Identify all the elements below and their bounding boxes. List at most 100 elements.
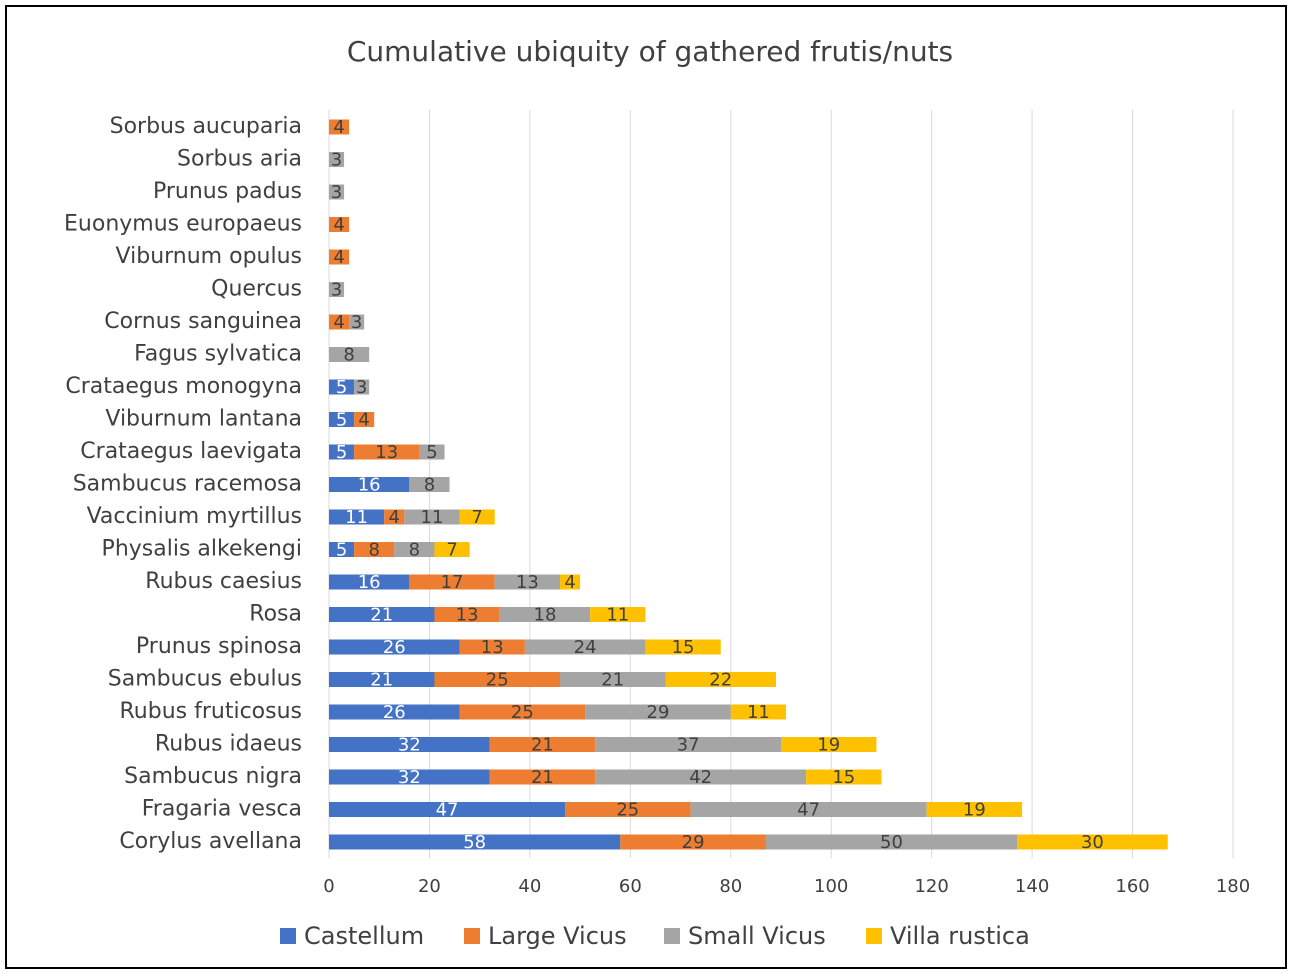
bar-segment: [560, 574, 581, 590]
data-label: 13: [516, 572, 539, 593]
bar-segment: [595, 737, 781, 752]
bar-segment: [620, 834, 766, 850]
x-tick-label: 60: [619, 876, 642, 897]
x-tick-label: 20: [418, 876, 441, 897]
bar-segment: [565, 802, 691, 817]
data-label: 13: [456, 605, 479, 626]
bar-segment: [926, 802, 1023, 817]
data-label: 3: [351, 312, 362, 333]
y-tick-label: Sorbus aucuparia: [110, 114, 302, 139]
bar-segment: [329, 704, 460, 720]
y-tick-label: Sorbus aria: [177, 147, 302, 172]
bar-segment: [595, 769, 807, 785]
bar-segment: [459, 639, 525, 655]
data-label: 3: [331, 280, 342, 301]
data-label: 24: [574, 637, 597, 658]
bar-segment: [384, 509, 405, 525]
bar-segment: [524, 639, 646, 655]
bar-segment: [781, 737, 877, 752]
data-label: 5: [336, 377, 347, 398]
data-label: 50: [880, 832, 903, 853]
bar-segment: [394, 542, 435, 557]
data-label: 37: [677, 735, 700, 756]
data-label: 21: [370, 605, 393, 626]
bar-segment: [354, 379, 370, 395]
data-label: 5: [336, 442, 347, 463]
y-tick-label: Rosa: [249, 602, 302, 627]
data-label: 8: [424, 475, 435, 496]
bar-segment: [329, 834, 621, 850]
bar-segment: [329, 802, 566, 817]
bar-segment: [1017, 834, 1168, 850]
y-tick-label: Crataegus laevigata: [80, 439, 302, 464]
data-label: 21: [531, 735, 554, 756]
bar-segment: [329, 249, 350, 265]
bar-segment: [329, 282, 345, 297]
bar-segment: [765, 834, 1018, 850]
data-label: 21: [601, 670, 624, 691]
data-label: 13: [481, 637, 504, 658]
bar-segment: [329, 379, 355, 395]
legend-label: Large Vicus: [488, 922, 627, 950]
data-label: 25: [511, 702, 534, 723]
data-label: 15: [672, 637, 695, 658]
bar-segment: [329, 509, 385, 525]
y-tick-label: Rubus fruticosus: [120, 699, 303, 724]
data-label: 47: [797, 800, 820, 821]
data-label: 11: [606, 605, 629, 626]
x-tick-label: 100: [814, 876, 848, 897]
bar-segment: [489, 737, 596, 752]
data-label: 22: [709, 670, 732, 691]
data-label: 3: [331, 182, 342, 203]
bar-segment: [434, 542, 470, 557]
data-label: 25: [486, 670, 509, 691]
data-label: 5: [336, 540, 347, 561]
x-tick-label: 0: [323, 876, 334, 897]
legend-swatch: [464, 928, 480, 944]
x-tick-label: 80: [719, 876, 742, 897]
y-tick-label: Viburnum lantana: [105, 407, 302, 432]
bar-segment: [560, 672, 666, 687]
y-tick-label: Viburnum opulus: [116, 244, 302, 269]
data-label: 18: [534, 605, 557, 626]
chart-title: Cumulative ubiquity of gathered frutis/n…: [347, 35, 953, 68]
data-label: 16: [358, 572, 381, 593]
bar-segment: [730, 704, 787, 720]
data-label: 4: [333, 117, 344, 138]
data-label: 4: [333, 247, 344, 268]
bar-segment: [354, 542, 395, 557]
bar-segment: [404, 509, 460, 525]
data-label: 25: [616, 800, 639, 821]
data-label: 58: [463, 832, 486, 853]
bar-segment: [329, 217, 350, 232]
data-label: 21: [370, 670, 393, 691]
data-label: 7: [446, 540, 457, 561]
legend-label: Small Vicus: [688, 922, 826, 950]
data-label: 30: [1081, 832, 1104, 853]
y-tick-label: Cornus sanguinea: [104, 309, 302, 334]
bar-segment: [459, 704, 586, 720]
x-tick-label: 180: [1216, 876, 1250, 897]
bar-segment: [665, 672, 776, 687]
data-label: 32: [398, 735, 421, 756]
y-tick-label: Sambucus racemosa: [73, 472, 302, 497]
bar-segment: [354, 412, 375, 427]
data-label: 5: [336, 410, 347, 431]
bar-segment: [419, 444, 445, 460]
bar-segment: [329, 152, 345, 167]
y-tick-label: Physalis alkekengi: [102, 537, 302, 562]
bar-segment: [329, 444, 355, 460]
data-label: 11: [345, 507, 368, 528]
data-label: 4: [333, 312, 344, 333]
bar-segment: [329, 347, 370, 362]
data-label: 8: [368, 540, 379, 561]
bar-segment: [329, 477, 410, 492]
bar-segment: [349, 314, 365, 330]
legend-swatch: [866, 928, 882, 944]
bar-segment: [329, 769, 490, 785]
bar-segment: [585, 704, 731, 720]
data-label: 5: [426, 442, 437, 463]
x-tick-label: 140: [1015, 876, 1049, 897]
data-label: 21: [531, 767, 554, 788]
